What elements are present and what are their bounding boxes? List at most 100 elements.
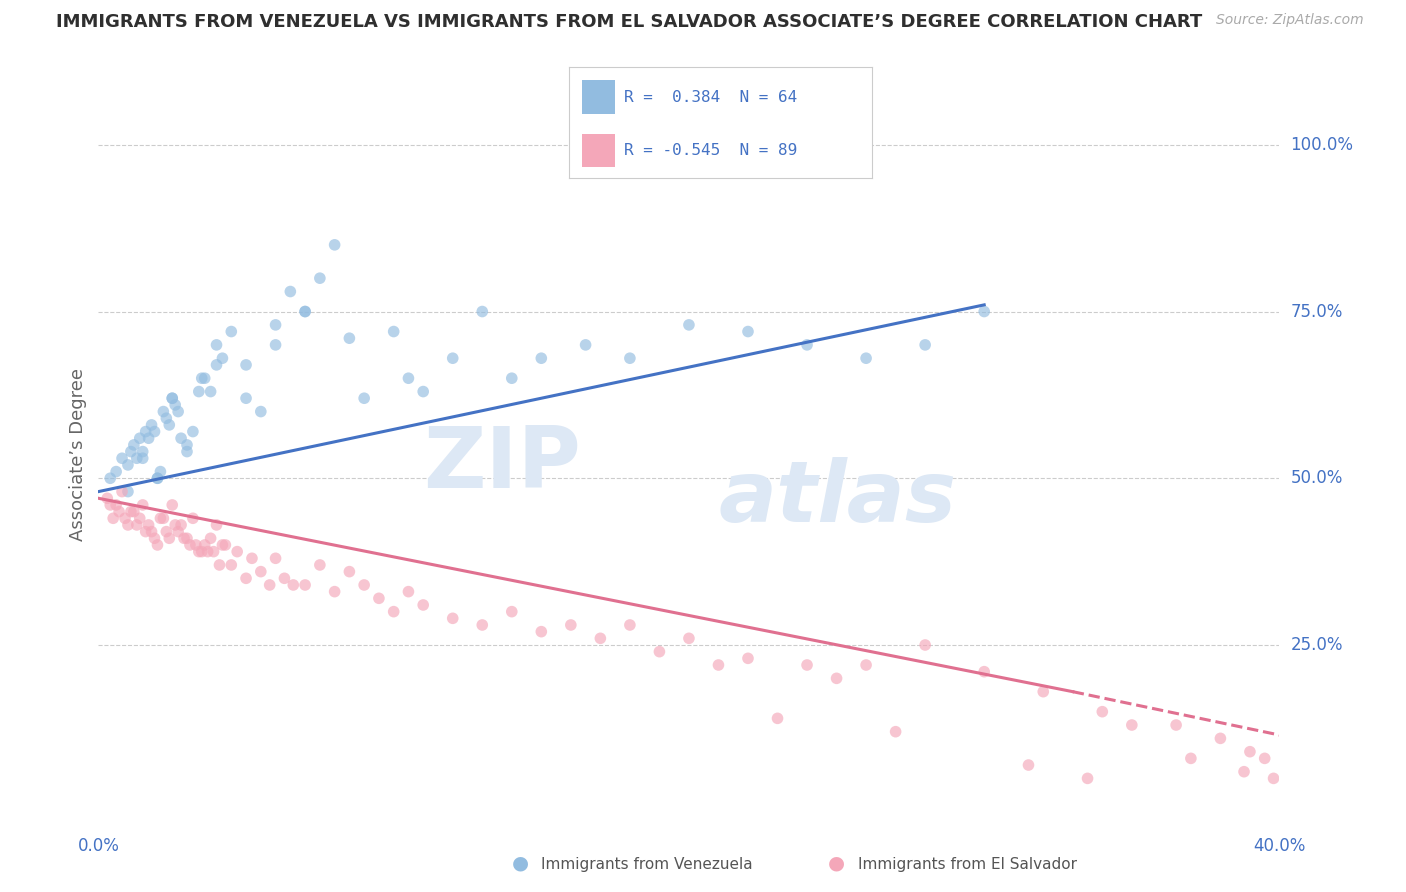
Point — [235, 358, 257, 372]
Point — [117, 518, 139, 533]
Point — [678, 318, 700, 332]
Point — [235, 571, 257, 585]
Point — [191, 544, 214, 558]
Text: IMMIGRANTS FROM VENEZUELA VS IMMIGRANTS FROM EL SALVADOR ASSOCIATE’S DEGREE CORR: IMMIGRANTS FROM VENEZUELA VS IMMIGRANTS … — [56, 13, 1202, 31]
Point — [194, 538, 217, 552]
Point — [1091, 705, 1114, 719]
Point — [412, 384, 434, 399]
Point — [441, 351, 464, 366]
Point — [181, 425, 204, 439]
Point — [128, 511, 150, 525]
Point — [796, 338, 818, 352]
Point — [973, 304, 995, 318]
Point — [202, 544, 225, 558]
Point — [855, 351, 877, 366]
Point — [323, 584, 346, 599]
Point — [98, 498, 121, 512]
Point — [264, 318, 287, 332]
Point — [187, 384, 209, 399]
Point — [120, 444, 142, 458]
Point — [619, 351, 641, 366]
Point — [825, 671, 848, 685]
Point — [441, 611, 464, 625]
Point — [162, 391, 183, 405]
Point — [530, 624, 553, 639]
Point — [157, 417, 180, 432]
Point — [501, 371, 523, 385]
Point — [132, 498, 155, 512]
Point — [396, 371, 419, 385]
Point — [382, 605, 405, 619]
Point — [135, 425, 157, 439]
Bar — [582, 80, 614, 114]
Point — [98, 471, 121, 485]
Point — [211, 351, 233, 366]
Point — [884, 724, 907, 739]
Point — [105, 498, 128, 512]
Point — [162, 391, 183, 405]
Point — [323, 237, 346, 252]
Point — [337, 331, 360, 345]
Point — [737, 325, 759, 339]
Point — [1254, 751, 1277, 765]
Point — [162, 498, 183, 512]
Point — [149, 511, 172, 525]
Point — [273, 571, 295, 585]
Point — [191, 371, 214, 385]
Point — [138, 431, 160, 445]
Text: 40.0%: 40.0% — [1253, 837, 1306, 855]
Point — [149, 465, 172, 479]
Point — [132, 444, 155, 458]
Point — [501, 605, 523, 619]
Point — [205, 518, 228, 533]
Point — [283, 578, 305, 592]
Point — [176, 438, 198, 452]
Point — [205, 338, 228, 352]
Text: Source: ZipAtlas.com: Source: ZipAtlas.com — [1216, 13, 1364, 28]
Point — [278, 285, 302, 299]
Text: R = -0.545  N = 89: R = -0.545 N = 89 — [624, 143, 797, 158]
Point — [111, 451, 134, 466]
Point — [294, 578, 316, 592]
Point — [117, 484, 139, 499]
Text: 75.0%: 75.0% — [1291, 302, 1343, 320]
Point — [187, 544, 209, 558]
Point — [170, 431, 193, 445]
Point — [560, 618, 582, 632]
Point — [1121, 718, 1143, 732]
Point — [353, 391, 375, 405]
Text: 0.0%: 0.0% — [77, 837, 120, 855]
Point — [128, 431, 150, 445]
Point — [240, 551, 263, 566]
Point — [167, 524, 190, 539]
Point — [973, 665, 995, 679]
Point — [167, 404, 190, 418]
Text: ●: ● — [512, 854, 529, 872]
Point — [1164, 718, 1187, 732]
Point — [309, 271, 332, 285]
Point — [914, 338, 936, 352]
Point — [368, 591, 391, 606]
Point — [353, 578, 375, 592]
Point — [155, 524, 177, 539]
Point — [200, 531, 222, 545]
Point — [165, 398, 187, 412]
Point — [179, 538, 201, 552]
Point — [143, 425, 166, 439]
Text: 50.0%: 50.0% — [1291, 469, 1343, 487]
Point — [143, 531, 166, 545]
Text: Immigrants from El Salvador: Immigrants from El Salvador — [858, 857, 1077, 872]
Point — [1032, 684, 1054, 698]
Point — [1017, 758, 1039, 772]
Point — [132, 451, 155, 466]
Point — [138, 518, 160, 533]
Point — [1077, 772, 1099, 786]
Point — [337, 565, 360, 579]
Point — [678, 632, 700, 646]
Point — [181, 511, 204, 525]
Point — [471, 304, 494, 318]
Point — [194, 371, 217, 385]
Text: R =  0.384  N = 64: R = 0.384 N = 64 — [624, 89, 797, 104]
Text: 100.0%: 100.0% — [1291, 136, 1354, 153]
Point — [250, 565, 273, 579]
